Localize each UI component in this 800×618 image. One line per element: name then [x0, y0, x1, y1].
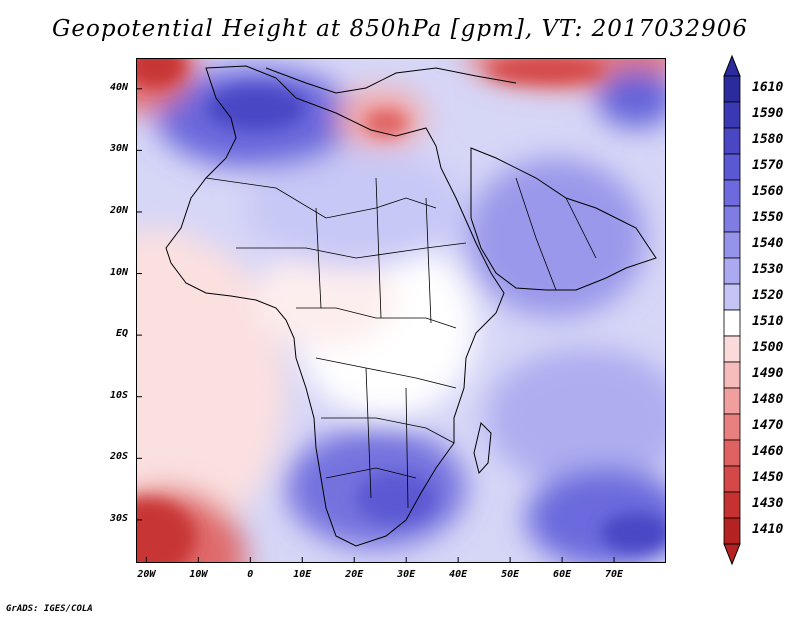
colorbar-label: 1550 [752, 210, 784, 225]
colorbar-label: 1530 [752, 262, 784, 277]
colorbar-label: 1590 [752, 106, 784, 121]
lon-label: 30E [397, 569, 416, 580]
lat-label: 40N [109, 81, 128, 93]
lat-label: 30S [109, 512, 128, 524]
colorbar-swatch [723, 413, 741, 441]
colorbar-swatch [723, 127, 741, 155]
colorbar-swatch [723, 491, 741, 519]
colorbar-bottom-arrow [723, 543, 741, 566]
map-title: Geopotential Height at 850hPa [gpm], VT:… [52, 16, 748, 42]
colorbar-label: 1460 [752, 444, 784, 459]
lon-label: 10W [189, 569, 208, 580]
lat-label: 20S [109, 451, 128, 463]
colorbar-swatch [723, 179, 741, 207]
lon-label: 20E [345, 569, 364, 580]
lon-label: 40E [449, 569, 468, 580]
colorbar-label: 1450 [752, 470, 784, 485]
colorbar-swatch [723, 231, 741, 259]
colorbar-swatch [723, 75, 741, 103]
colorbar-swatch [723, 387, 741, 415]
colorbar-swatch [723, 283, 741, 311]
colorbar-label: 1560 [752, 184, 784, 199]
colorbar-label: 1480 [752, 392, 784, 407]
colorbar-label: 1570 [752, 158, 784, 173]
lon-label: 10E [293, 569, 312, 580]
colorbar-swatch [723, 465, 741, 493]
map-frame [136, 58, 666, 563]
lat-label: EQ [115, 328, 128, 340]
colorbar-label: 1610 [752, 80, 784, 95]
colorbar-swatch [723, 309, 741, 337]
colorbar-swatch [723, 439, 741, 467]
colorbar-label: 1470 [752, 418, 784, 433]
lat-label: 30N [109, 143, 128, 155]
colorbar-swatch [723, 153, 741, 181]
colorbar-swatch [723, 205, 741, 233]
lat-label: 10N [109, 266, 128, 278]
axis-ticks [136, 88, 615, 563]
map-area [136, 58, 666, 563]
lon-label: 70E [605, 569, 624, 580]
colorbar-label: 1510 [752, 314, 784, 329]
lon-label: 50E [501, 569, 520, 580]
height-field [136, 58, 666, 563]
colorbar-swatch [723, 361, 741, 389]
coastlines [165, 65, 657, 547]
map-plot [136, 58, 666, 563]
lon-label: 20W [137, 569, 156, 580]
lon-label: 60E [553, 569, 572, 580]
colorbar-top-arrow [723, 54, 741, 77]
colorbar-label: 1500 [752, 340, 784, 355]
grads-credit: GrADS: IGES/COLA [6, 604, 93, 614]
colorbar-swatch [723, 257, 741, 285]
colorbar-swatch [723, 335, 741, 363]
colorbar-swatch [723, 101, 741, 129]
colorbar-label: 1580 [752, 132, 784, 147]
colorbar-label: 1520 [752, 288, 784, 303]
lon-label: 0 [247, 569, 254, 580]
lat-label: 10S [109, 389, 128, 401]
colorbar-label: 1430 [752, 496, 784, 511]
colorbar-label: 1410 [752, 522, 784, 537]
country-borders [205, 177, 597, 509]
colorbar-label: 1540 [752, 236, 784, 251]
colorbar-label: 1490 [752, 366, 784, 381]
lat-label: 20N [109, 204, 128, 216]
colorbar-swatch [723, 517, 741, 545]
